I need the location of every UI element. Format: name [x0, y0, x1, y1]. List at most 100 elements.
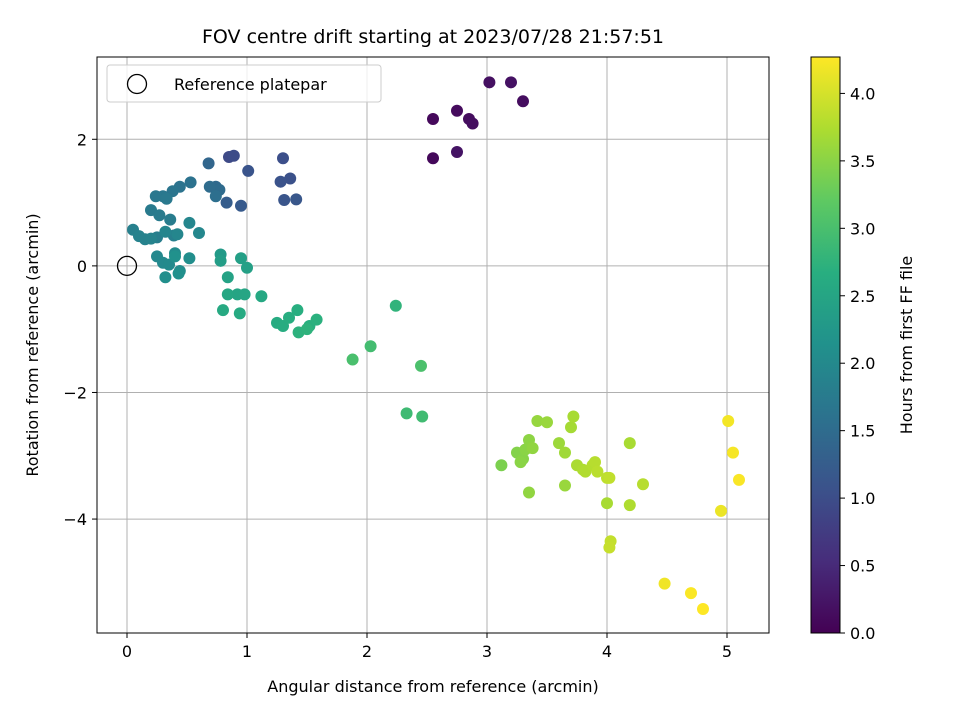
data-point: [277, 152, 289, 165]
data-point: [171, 228, 184, 241]
data-point: [291, 304, 304, 317]
data-point: [255, 290, 268, 303]
data-point: [220, 196, 233, 209]
data-point: [164, 213, 177, 226]
data-point: [603, 541, 616, 554]
colorbar-tick-label: 2.5: [850, 287, 875, 306]
colorbar-tick-label: 3.0: [850, 219, 875, 238]
y-tick-label: −2: [63, 383, 87, 402]
data-point: [495, 459, 508, 472]
data-point: [145, 232, 157, 245]
plot-frame: [96, 56, 770, 634]
data-point: [227, 149, 240, 162]
colorbar-tick-label: 1.0: [850, 489, 875, 508]
legend-marker-icon: [126, 73, 148, 95]
x-tick-label: 5: [722, 642, 732, 661]
data-point: [531, 414, 544, 427]
legend: Reference platepar: [106, 64, 382, 103]
data-point: [553, 437, 565, 450]
data-point: [364, 340, 377, 353]
x-tick-label: 0: [122, 642, 132, 661]
data-point: [235, 199, 247, 212]
x-tick-label: 1: [242, 642, 252, 661]
colorbar-tick-label: 0.5: [850, 557, 875, 576]
data-point: [184, 176, 197, 189]
data-point: [451, 104, 463, 117]
data-point: [160, 192, 173, 205]
data-point: [172, 267, 185, 280]
data-point: [149, 190, 162, 203]
data-point: [346, 353, 359, 366]
data-point: [427, 113, 439, 126]
data-point: [603, 471, 616, 484]
data-point: [637, 478, 649, 491]
data-point: [153, 209, 166, 222]
data-point: [169, 250, 181, 263]
data-point: [310, 313, 323, 326]
data-point: [202, 157, 215, 170]
data-point: [241, 261, 253, 274]
reference-point-marker: [116, 255, 138, 277]
data-point: [591, 465, 604, 478]
data-point: [526, 442, 539, 455]
data-point: [505, 76, 517, 89]
colorbar-tick-label: 3.5: [850, 152, 875, 171]
data-point: [278, 194, 291, 207]
data-point: [559, 479, 571, 492]
colorbar-tick-label: 0.0: [850, 624, 875, 643]
x-tick-label: 4: [602, 642, 612, 661]
data-point: [601, 497, 613, 510]
colorbar-gradient: [810, 56, 841, 634]
data-point: [233, 307, 246, 320]
y-tick-label: 0: [77, 257, 87, 276]
data-point: [541, 416, 553, 429]
data-point: [221, 288, 234, 301]
legend-box: [106, 64, 382, 103]
data-point: [559, 446, 571, 459]
data-point: [159, 225, 172, 238]
data-point: [623, 499, 636, 512]
data-point: [451, 145, 463, 158]
colorbar-ticks: 0.0 0.5 1.0 1.5 2.0 2.5 3.0 3.5 4.0: [840, 84, 875, 643]
data-point: [697, 602, 709, 615]
data-point: [203, 180, 216, 193]
x-tick-label: 2: [362, 642, 372, 661]
data-point: [466, 117, 479, 130]
data-point: [483, 76, 496, 89]
data-point: [722, 414, 735, 427]
x-tick-label: 3: [482, 642, 492, 661]
data-point: [565, 421, 577, 434]
data-point: [427, 152, 439, 165]
scatter-points: [116, 76, 745, 615]
data-point: [221, 271, 234, 284]
data-point: [415, 359, 427, 372]
data-point: [235, 252, 247, 265]
data-point: [733, 473, 745, 486]
data-point: [685, 587, 697, 600]
x-axis-label: Angular distance from reference (arcmin): [267, 677, 598, 696]
data-point: [715, 504, 727, 517]
axis-ticks: 0 1 2 3 4 5 −4 −2 0 2: [63, 130, 732, 661]
colorbar-tick-label: 4.0: [850, 84, 875, 103]
data-point: [209, 190, 222, 203]
data-point: [283, 311, 295, 324]
data-point: [274, 175, 287, 188]
data-point: [290, 193, 303, 206]
colorbar: 0.0 0.5 1.0 1.5 2.0 2.5 3.0 3.5 4.0 Hours from f…: [810, 56, 916, 643]
data-point: [238, 288, 251, 301]
data-point: [277, 320, 289, 333]
data-point: [514, 456, 527, 469]
data-point: [217, 304, 229, 317]
data-point: [301, 323, 313, 336]
grid-lines: [97, 57, 769, 633]
data-point: [163, 258, 175, 271]
chart-title: FOV centre drift starting at 2023/07/28 …: [202, 26, 664, 48]
data-point: [623, 437, 636, 450]
data-point: [242, 164, 255, 177]
y-tick-label: 2: [77, 130, 87, 149]
legend-label: Reference platepar: [174, 75, 327, 94]
colorbar-tick-label: 1.5: [850, 422, 875, 441]
data-point: [523, 486, 535, 499]
data-point: [400, 407, 413, 420]
